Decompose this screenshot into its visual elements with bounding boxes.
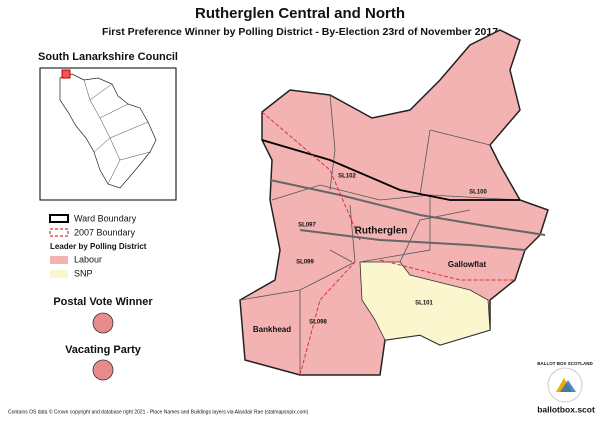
district-boundaries [239, 94, 521, 375]
legend-heading: Leader by Polling District [50, 242, 147, 251]
inset-wards [83, 79, 151, 185]
footer-credit: Contains OS data © Crown copyright and d… [8, 408, 309, 415]
site: ballotbox.scot [537, 404, 595, 414]
map-label: Gallowflat [448, 260, 487, 269]
boundary-2007 [261, 111, 515, 376]
map-label: SL098 [309, 320, 327, 326]
boundary-2007-swatch [49, 228, 69, 237]
railway [269, 179, 546, 251]
postal-vote-label: Postal Vote Winner [53, 296, 153, 308]
vacating-party-circle [92, 359, 114, 381]
map-label: Rutherglen [355, 226, 408, 237]
subtitle: First Preference Winner by Polling Distr… [102, 26, 498, 38]
labour-swatch [50, 256, 68, 264]
inset-council [59, 73, 157, 189]
inset-title: South Lanarkshire Council [38, 51, 178, 63]
map-label: SL097 [298, 223, 316, 229]
legend-label: 2007 Boundary [74, 227, 136, 237]
ward-boundary [261, 139, 520, 201]
postal-vote-circle [92, 312, 114, 334]
logo-text: BALLOT BOX SCOTLAND [537, 361, 593, 366]
map-label: SL102 [338, 174, 356, 180]
snp-area [359, 261, 491, 346]
logo-mark [560, 380, 576, 392]
title: Rutherglen Central and North [195, 5, 405, 22]
map-label: SL099 [296, 260, 314, 266]
snp-swatch [50, 270, 68, 278]
inset-highlight [61, 69, 71, 79]
map-label: Bankhead [253, 325, 291, 334]
ward-boundary-swatch [49, 214, 69, 223]
legend-label: Labour [74, 254, 102, 264]
legend-label: Ward Boundary [74, 213, 137, 223]
map-label: SL101 [415, 301, 433, 307]
map-label: SL100 [469, 190, 487, 196]
legend-label: SNP [74, 268, 93, 278]
vacating-party-label: Vacating Party [65, 344, 142, 356]
